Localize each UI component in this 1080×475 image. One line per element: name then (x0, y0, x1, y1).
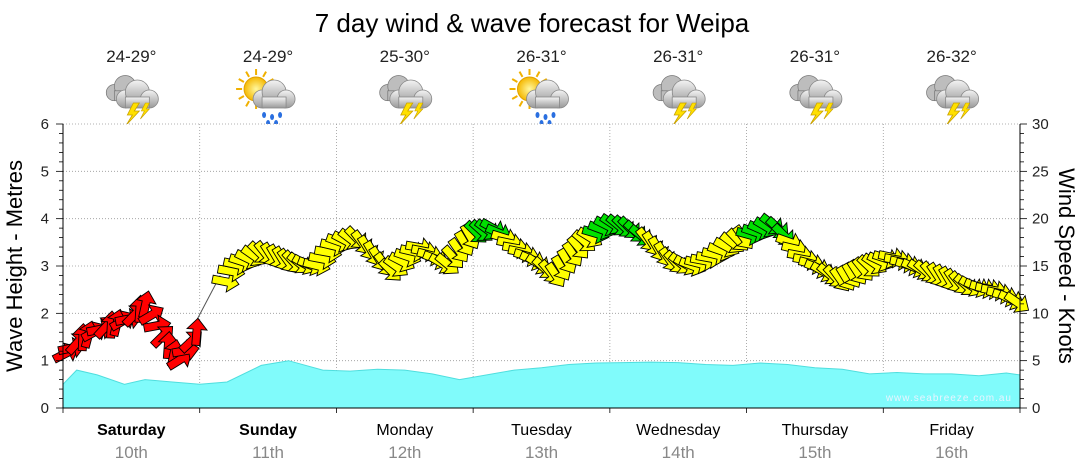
day-date: 16th (935, 443, 968, 462)
left-axis-title: Wave Height - Metres (2, 160, 27, 372)
day-date: 13th (525, 443, 558, 462)
left-tick-label: 4 (41, 211, 49, 228)
lightning-bolt (946, 102, 961, 126)
left-tick-label: 1 (41, 353, 49, 370)
sun-ray (535, 71, 541, 78)
temperature-row: 24-29° 24-29° 25-30° 26-31° 26-31° 26-31° 26-3… (106, 47, 977, 66)
sun-rain-cloud-icon (236, 69, 296, 126)
day-date: 14th (662, 443, 695, 462)
sun-ray (238, 78, 245, 83)
lightning-bolt (960, 102, 971, 120)
lightning-bolt (413, 102, 424, 120)
raindrop (535, 112, 540, 118)
day-temperature: 26-31° (790, 47, 840, 66)
day-temperature: 26-31° (516, 47, 566, 66)
right-tick-label: 20 (1032, 211, 1049, 228)
sun-ray (511, 78, 518, 83)
right-tick-label: 0 (1032, 400, 1040, 417)
sun-ray (518, 100, 524, 107)
lightning-bolt (399, 102, 414, 126)
day-temperature: 26-32° (927, 47, 977, 66)
right-axis-title: Wind Speed - Knots (1054, 168, 1079, 364)
raindrop (262, 112, 267, 118)
day-date: 10th (115, 443, 148, 462)
right-tick-label: 30 (1032, 116, 1049, 133)
left-axis: 0 1 2 3 4 5 6 (41, 116, 1021, 417)
sun-ray (518, 71, 524, 78)
lightning-bolt (140, 102, 151, 120)
day-name: Sunday (239, 422, 297, 439)
lightning-bolt (126, 102, 141, 126)
day-temperature: 26-31° (653, 47, 703, 66)
sun-rain-cloud-icon (509, 69, 569, 126)
raindrop (278, 112, 283, 118)
sun-ray (511, 95, 518, 100)
left-tick-label: 6 (41, 116, 49, 133)
day-temperature: 25-30° (380, 47, 430, 66)
right-tick-label: 10 (1032, 305, 1049, 322)
day-date: 11th (252, 443, 284, 462)
left-tick-label: 5 (41, 163, 49, 180)
day-date: 12th (388, 443, 421, 462)
day-name: Friday (929, 422, 973, 439)
credit-watermark: www.seabreeze.com.au (885, 393, 1012, 404)
raindrop (543, 114, 548, 120)
lightning-bolt (686, 102, 697, 120)
left-tick-label: 3 (41, 258, 49, 275)
day-date: 15th (798, 443, 831, 462)
day-name: Saturday (97, 422, 166, 439)
weather-icon-row (105, 69, 980, 126)
lightning-bolt (809, 102, 824, 126)
storm-cloud-icon (926, 75, 980, 126)
chart-title: 7 day wind & wave forecast for Weipa (315, 8, 750, 38)
day-temperature: 24-29° (106, 47, 156, 66)
sun-ray (238, 95, 245, 100)
day-labels: Saturday 10th Sunday 11th Monday 12th Tuesday 1… (97, 422, 974, 462)
raindrop (270, 114, 275, 120)
right-tick-label: 15 (1032, 258, 1049, 275)
day-name: Tuesday (511, 422, 572, 439)
right-tick-label: 5 (1032, 353, 1040, 370)
sun-ray (245, 100, 250, 107)
lightning-bolt (672, 102, 688, 126)
storm-cloud-icon (652, 75, 706, 126)
left-tick-label: 2 (41, 305, 49, 322)
day-name: Thursday (782, 422, 849, 439)
lightning-bolt (823, 102, 834, 120)
right-axis: 0 5 10 15 20 25 30 (1019, 116, 1049, 417)
storm-cloud-icon (379, 75, 433, 126)
wave-height-area (62, 360, 1021, 409)
plot-area: www.seabreeze.com.au (49, 123, 1035, 409)
sun-ray (262, 71, 267, 78)
sun-ray (245, 71, 250, 78)
day-temperature: 24-29° (243, 47, 293, 66)
day-name: Wednesday (636, 422, 720, 439)
storm-cloud-icon (789, 75, 843, 126)
right-tick-label: 25 (1032, 163, 1049, 180)
storm-cloud-icon (105, 75, 159, 126)
left-tick-label: 0 (41, 400, 49, 417)
raindrop (551, 112, 556, 118)
day-name: Monday (376, 422, 433, 439)
